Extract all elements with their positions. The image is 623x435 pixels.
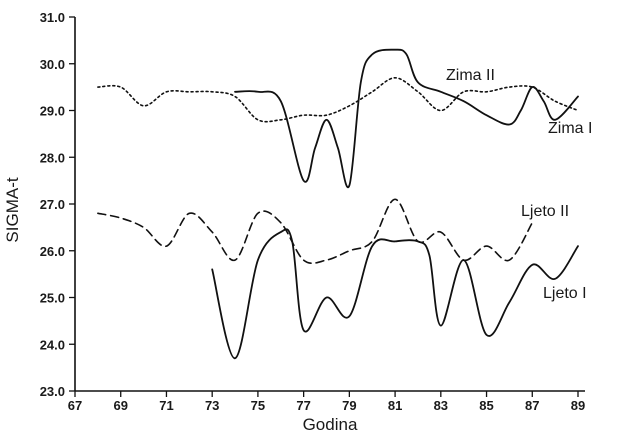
x-tick-label: 79 <box>342 398 356 413</box>
series-label-ljeto-i: Ljeto I <box>543 285 587 302</box>
y-tick-label: 30.0 <box>40 57 65 72</box>
x-tick-label: 85 <box>479 398 493 413</box>
series-label-zima-i: Zima I <box>548 120 592 137</box>
series-line-zima-i <box>234 48 579 189</box>
series-lines <box>97 48 579 360</box>
x-tick-label: 71 <box>159 398 173 413</box>
y-tick-label: 27.0 <box>40 197 65 212</box>
series-line-ljeto-i <box>211 228 579 360</box>
series-labels: Zima II Zima I Ljeto II Ljeto I <box>446 67 592 302</box>
y-tick-label: 26.0 <box>40 244 65 259</box>
ticks: 23.0 24.0 25.0 26.0 27.0 28.0 29.0 30.0 31.0 67 69… <box>40 10 586 413</box>
y-tick-label: 29.0 <box>40 104 65 119</box>
x-tick-label: 81 <box>388 398 402 413</box>
axes <box>74 17 585 392</box>
x-tick-label: 69 <box>113 398 127 413</box>
x-tick-label: 89 <box>571 398 585 413</box>
x-tick-label: 87 <box>525 398 539 413</box>
y-tick-label: 25.0 <box>40 291 65 306</box>
x-axis-title: Godina <box>303 415 358 434</box>
series-line-ljeto-ii <box>97 198 534 265</box>
x-tick-label: 83 <box>434 398 448 413</box>
y-tick-label: 23.0 <box>40 384 65 399</box>
x-tick-label: 77 <box>296 398 310 413</box>
x-tick-label: 67 <box>68 398 82 413</box>
y-tick-label: 28.0 <box>40 150 65 165</box>
series-label-ljeto-ii: Ljeto II <box>521 203 569 220</box>
x-tick-label: 75 <box>251 398 265 413</box>
series-line-zima-ii <box>97 77 579 123</box>
x-tick-label: 73 <box>205 398 219 413</box>
y-axis-title: SIGMA-t <box>3 177 22 242</box>
series-label-zima-ii: Zima II <box>446 67 495 84</box>
y-tick-label: 24.0 <box>40 337 65 352</box>
y-tick-label: 31.0 <box>40 10 65 25</box>
